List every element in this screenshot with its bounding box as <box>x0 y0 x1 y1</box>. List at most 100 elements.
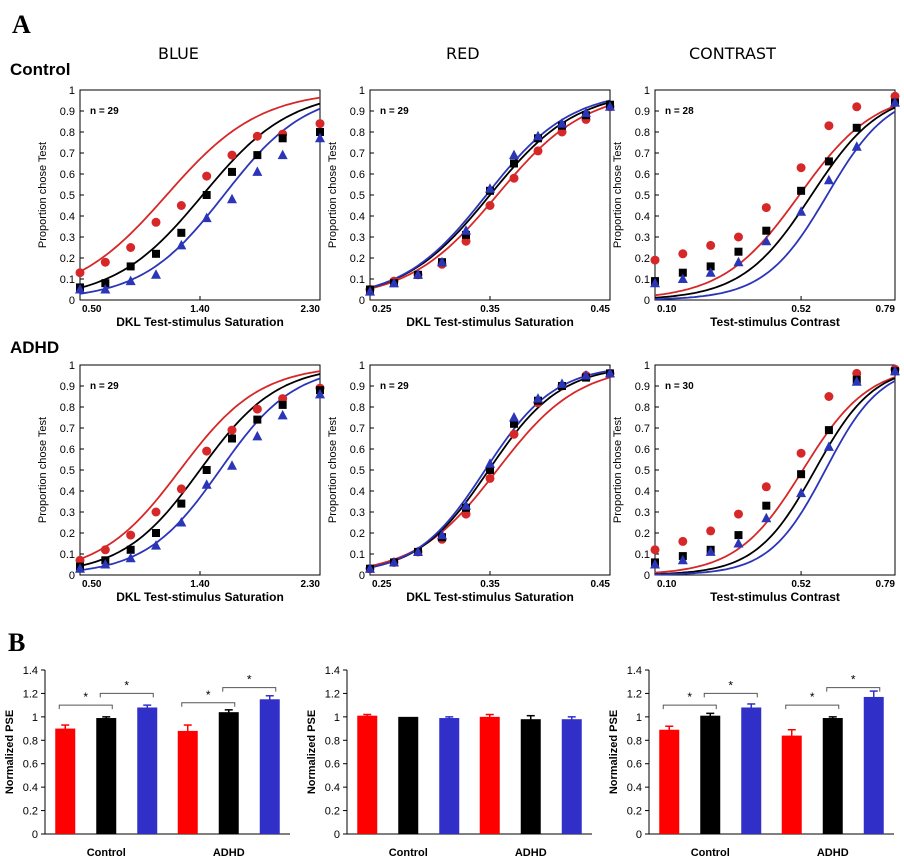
x-tick-label: 0.50 <box>82 579 102 590</box>
x-tick-label: 0.25 <box>372 304 392 315</box>
sample-size-label: n = 29 <box>90 381 119 392</box>
y-tick-label: 0.8 <box>60 127 75 139</box>
data-point-triangle <box>413 269 423 279</box>
y-tick-label: 1.2 <box>23 688 38 700</box>
data-point-circle <box>227 150 237 160</box>
data-point-circle <box>176 484 186 494</box>
data-point-triangle <box>315 132 325 143</box>
y-tick-label: 0.8 <box>325 735 340 747</box>
data-point-circle <box>75 555 85 565</box>
y-tick-label: 0.7 <box>350 148 365 160</box>
y-tick-label: 0.2 <box>60 253 75 265</box>
y-tick-label: 0.5 <box>60 190 75 202</box>
y-tick-label: 0.3 <box>350 507 365 519</box>
fit-curve-red <box>79 96 321 273</box>
data-point-triangle <box>389 556 399 567</box>
y-tick-label: 0 <box>32 829 38 841</box>
x-tick-label: 0.45 <box>591 579 611 590</box>
x-tick-label: 0.52 <box>791 304 811 315</box>
data-point-square <box>824 426 833 435</box>
sample-size-label: n = 29 <box>90 106 119 117</box>
data-point-circle <box>761 203 771 213</box>
data-point-circle <box>533 146 543 156</box>
data-point-triangle <box>761 512 772 523</box>
y-tick-label: 0.5 <box>350 190 365 202</box>
x-axis-label: DKL Test-stimulus Saturation <box>406 315 574 329</box>
data-point-square <box>762 501 771 510</box>
y-tick-label: 0 <box>359 570 365 582</box>
panel-b-label: B <box>8 628 26 657</box>
x-tick-label: 0.79 <box>876 304 896 315</box>
data-point-circle <box>650 545 660 555</box>
category-label: ADHD <box>213 847 245 858</box>
y-tick-label: 0.6 <box>627 759 642 771</box>
y-tick-label: 1.4 <box>627 665 642 677</box>
y-axis-label: Normalized PSE <box>608 710 620 794</box>
bar <box>479 716 500 834</box>
data-point-square <box>152 249 160 258</box>
data-point-triangle <box>851 141 862 151</box>
data-point-triangle <box>125 275 136 286</box>
y-tick-label: 0 <box>69 570 75 582</box>
data-point-circle <box>202 171 212 181</box>
bar <box>439 718 460 834</box>
category-label: ADHD <box>515 847 547 858</box>
significance-bracket <box>99 692 154 698</box>
data-point-square <box>462 230 470 239</box>
bars-pse-contrast: 0 0.2 0.4 0.6 0.8 1 1.2 1.4 Normalized PSE Contro… <box>608 665 894 858</box>
y-tick-label: 0.9 <box>635 106 650 118</box>
y-tick-label: 0.4 <box>23 782 38 794</box>
y-tick-label: 0.3 <box>60 232 75 244</box>
significance-bracket <box>222 687 277 692</box>
bars-pse-red: 0 0.2 0.4 0.6 0.8 1 1.2 1.4 Normalized PSE Contro… <box>306 665 592 858</box>
x-axis-label: DKL Test-stimulus Saturation <box>116 590 284 604</box>
fit-curve-red <box>79 370 321 560</box>
data-point-circle <box>509 173 519 183</box>
y-tick-label: 0.2 <box>635 253 650 265</box>
y-axis-label: Normalized PSE <box>4 710 16 794</box>
y-tick-label: 0.3 <box>60 507 75 519</box>
data-point-triangle <box>733 256 744 267</box>
data-point-square <box>706 262 715 271</box>
data-point-circle <box>761 482 771 492</box>
y-tick-label: 0.8 <box>350 402 365 414</box>
y-tick-label: 0.4 <box>635 211 650 223</box>
fit-curve-red <box>654 376 896 574</box>
y-tick-label: 0.8 <box>350 127 365 139</box>
data-point-circle <box>706 240 716 250</box>
sample-size-label: n = 29 <box>380 106 409 117</box>
y-tick-label: 0.6 <box>23 759 38 771</box>
y-tick-label: 1.2 <box>627 688 642 700</box>
y-tick-label: 0 <box>334 829 340 841</box>
y-axis-label: Normalized PSE <box>306 710 318 794</box>
data-point-triangle <box>705 546 716 556</box>
significance-star: * <box>206 688 211 702</box>
y-tick-label: 0.1 <box>350 549 365 561</box>
y-tick-label: 0.6 <box>60 444 75 456</box>
data-point-circle <box>151 217 161 227</box>
bar <box>398 716 419 834</box>
x-tick-label: 0.52 <box>791 579 811 590</box>
category-label: ADHD <box>817 847 849 858</box>
data-point-triangle <box>677 554 688 565</box>
plot-control-contrast: 0 0.1 0.2 0.3 0.4 0.5 0.6 0.7 0.8 0.9 1 0.10 0.52 0.7… <box>612 85 900 329</box>
data-point-circle <box>509 429 519 439</box>
category-label: Control <box>389 847 428 858</box>
bar <box>520 719 541 834</box>
data-point-square <box>228 167 236 176</box>
y-tick-label: 0.8 <box>23 735 38 747</box>
y-tick-label: 0.4 <box>350 486 365 498</box>
x-axis-label: DKL Test-stimulus Saturation <box>406 590 574 604</box>
y-tick-label: 0.2 <box>325 806 340 818</box>
significance-star: * <box>728 678 733 692</box>
bar <box>357 715 378 834</box>
plot-control-blue: 0 0.1 0.2 0.3 0.4 0.5 0.6 0.7 0.8 0.9 1 0.50 1.40 2.3… <box>37 85 325 329</box>
data-point-circle <box>176 201 186 210</box>
significance-star: * <box>851 673 856 687</box>
data-point-triangle <box>201 479 212 489</box>
sample-size-label: n = 29 <box>380 381 409 392</box>
y-tick-label: 0.9 <box>350 106 365 118</box>
data-point-circle <box>151 507 161 517</box>
y-tick-label: 0 <box>359 295 365 307</box>
significance-bracket <box>826 687 881 692</box>
